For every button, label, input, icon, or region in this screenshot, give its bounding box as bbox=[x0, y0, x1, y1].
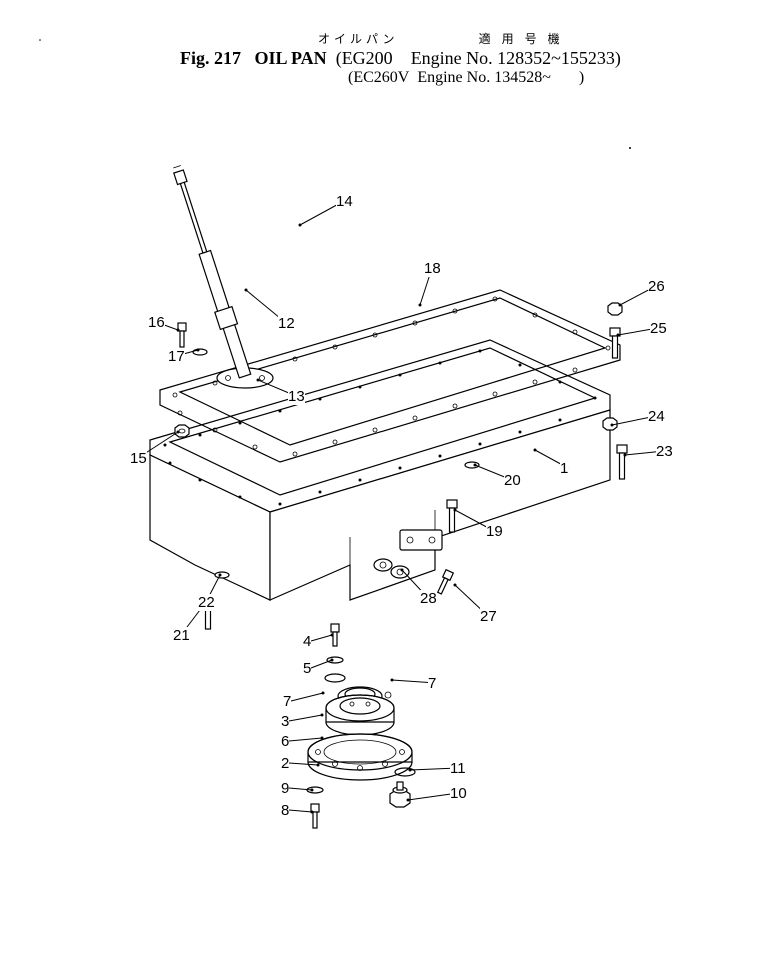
callout-6: 6 bbox=[281, 733, 289, 750]
callout-1: 1 bbox=[560, 460, 568, 477]
callout-19: 19 bbox=[486, 523, 503, 540]
callout-9: 9 bbox=[281, 780, 289, 797]
callout-11: 11 bbox=[450, 760, 466, 777]
callout-18: 18 bbox=[424, 260, 441, 277]
callout-7: 7 bbox=[428, 675, 436, 692]
callout-17: 17 bbox=[168, 348, 185, 365]
callout-27: 27 bbox=[480, 608, 497, 625]
page: Fig. 217 OIL PAN オイルパン 適 用 号 機 Fig. 217 … bbox=[0, 0, 767, 973]
callout-13: 13 bbox=[288, 388, 305, 405]
callout-23: 23 bbox=[656, 443, 673, 460]
callout-3: 3 bbox=[281, 713, 289, 730]
callout-14: 14 bbox=[336, 193, 353, 210]
callout-12: 12 bbox=[278, 315, 295, 332]
callout-4: 4 bbox=[303, 633, 311, 650]
callout-22: 22 bbox=[198, 594, 215, 611]
callout-24: 24 bbox=[648, 408, 665, 425]
oil-pan-diagram bbox=[0, 0, 767, 973]
callout-15: 15 bbox=[130, 450, 147, 467]
callout-2: 2 bbox=[281, 755, 289, 772]
callout-21: 21 bbox=[173, 627, 190, 644]
callout-25: 25 bbox=[650, 320, 667, 337]
callout-10: 10 bbox=[450, 785, 467, 802]
callout-16: 16 bbox=[148, 314, 165, 331]
callout-8: 8 bbox=[281, 802, 289, 819]
callout-7: 7 bbox=[283, 693, 291, 710]
callout-26: 26 bbox=[648, 278, 665, 295]
callout-5: 5 bbox=[303, 660, 311, 677]
callout-28: 28 bbox=[420, 590, 437, 607]
callout-20: 20 bbox=[504, 472, 521, 489]
